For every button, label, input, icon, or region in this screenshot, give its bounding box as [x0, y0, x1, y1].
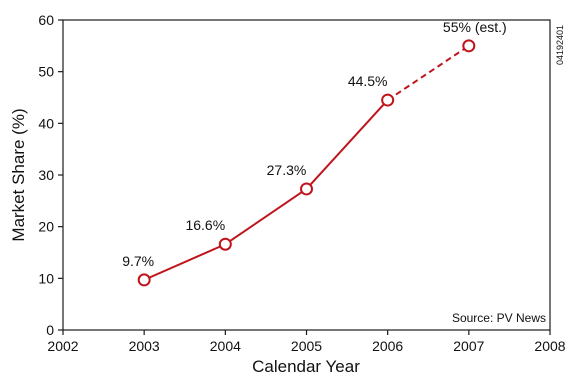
y-tick-label: 0	[46, 322, 54, 338]
data-label: 16.6%	[185, 217, 225, 233]
figure-id: 04192401	[555, 25, 565, 65]
data-label: 27.3%	[267, 162, 307, 178]
y-axis-title: Market Share (%)	[9, 108, 28, 241]
series-segment	[143, 243, 226, 281]
data-point	[300, 182, 313, 196]
y-tick-label: 10	[38, 270, 54, 286]
series-lines	[143, 45, 470, 281]
data-point	[381, 93, 395, 107]
x-tick-label: 2005	[291, 338, 322, 354]
series-segment	[224, 188, 308, 246]
x-tick-label: 2003	[129, 338, 160, 354]
data-label: 9.7%	[122, 253, 154, 269]
x-tick-label: 2007	[453, 338, 484, 354]
y-tick-label: 50	[38, 64, 54, 80]
y-tick-label: 20	[38, 219, 54, 235]
data-labels: 9.7% 16.6% 27.3% 44.5% 55% (est.)	[122, 19, 507, 269]
data-point	[218, 237, 232, 251]
y-tick-label: 60	[38, 12, 54, 28]
y-tick-label: 40	[38, 115, 54, 131]
x-tick-label: 2006	[372, 338, 403, 354]
data-label: 55% (est.)	[443, 19, 507, 35]
plot-frame	[62, 19, 551, 331]
series-segment	[305, 99, 389, 190]
x-tick-label: 2004	[210, 338, 241, 354]
y-axis-ticks: 0 10 20 30 40 50 60	[38, 12, 63, 338]
data-point	[137, 273, 151, 287]
x-tick-label: 2002	[47, 338, 78, 354]
y-tick-label: 30	[38, 167, 54, 183]
data-point	[462, 39, 476, 53]
x-tick-label: 2008	[534, 338, 565, 354]
source-note: Source: PV News	[452, 311, 546, 325]
data-label: 44.5%	[348, 73, 388, 89]
x-axis-title: Calendar Year	[252, 357, 360, 376]
series-segment-estimate	[387, 45, 470, 101]
x-axis-ticks: 2002 2003 2004 2005 2006 2007 2008	[47, 330, 566, 354]
series-points	[137, 39, 476, 287]
